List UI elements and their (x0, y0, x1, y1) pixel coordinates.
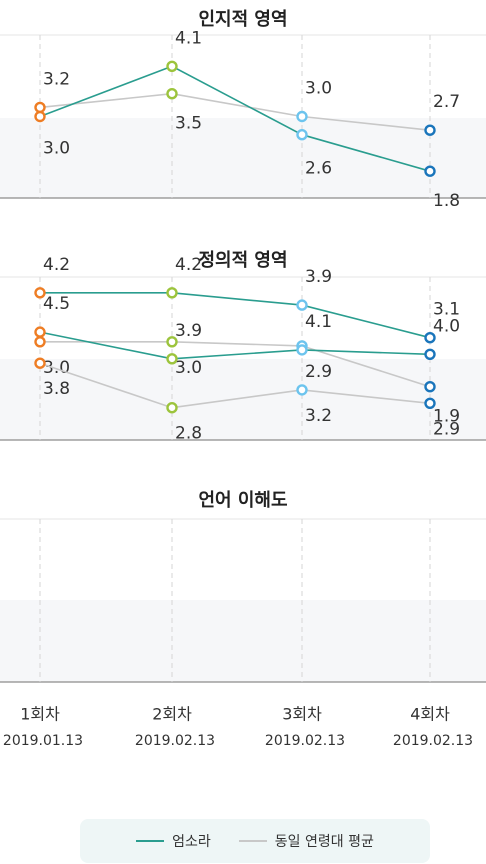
data-point-average (166, 336, 178, 348)
value-label-student: 3.9 (175, 321, 202, 341)
value-label-average: 2.7 (433, 92, 460, 112)
legend-item-average: 동일 연령대 평균 (238, 831, 374, 851)
data-point-student (296, 128, 308, 141)
data-point-student (34, 326, 46, 338)
data-point-average (34, 336, 46, 348)
data-point-average (424, 397, 436, 409)
series-line-average (39, 362, 431, 409)
plot-shade (0, 118, 486, 198)
value-label-student: 1.8 (433, 191, 460, 211)
value-label-student: 3.0 (43, 139, 70, 159)
data-point-average (296, 110, 308, 123)
data-point-student (424, 165, 436, 177)
value-label-average: 3.0 (43, 358, 70, 378)
data-point-student (424, 348, 436, 360)
legend-swatch-average (238, 840, 267, 842)
series-line-student (39, 65, 431, 172)
data-point-student (296, 344, 308, 356)
data-point-average (34, 357, 46, 369)
data-point-student (166, 287, 178, 299)
legend-label-average: 동일 연령대 평균 (274, 834, 374, 850)
series-line-average (40, 340, 431, 388)
x-tick-date: 2019.02.13 (393, 733, 473, 749)
data-point-student (424, 332, 436, 344)
data-point-student (34, 287, 46, 299)
data-point-average (166, 402, 178, 414)
value-label-student: 4.5 (43, 294, 70, 314)
plot-shade (0, 600, 486, 682)
x-tick-label: 3회차 (282, 705, 322, 724)
legend-swatch-student (136, 840, 165, 842)
x-tick-label: 4회차 (410, 705, 450, 724)
legend: 엄소라 동일 연령대 평균 (80, 819, 430, 863)
series-line-student (39, 331, 431, 360)
x-tick-label: 2회차 (152, 705, 192, 724)
value-label-average: 3.0 (175, 358, 202, 378)
data-point-average (424, 381, 436, 393)
panel-title: 인지적 영역 (198, 9, 287, 30)
data-point-student (296, 299, 308, 311)
x-tick-label: 1회차 (20, 705, 60, 724)
value-label-average: 2.8 (175, 424, 202, 444)
value-label-average: 2.9 (433, 419, 460, 439)
x-tick-date: 2019.02.13 (135, 733, 215, 749)
data-point-student (166, 353, 178, 365)
value-label-average: 3.8 (43, 379, 70, 399)
plot-shade (0, 359, 486, 440)
data-point-student (34, 110, 46, 123)
value-label-student: 4.2 (43, 255, 70, 275)
value-label-average: 3.2 (43, 69, 70, 89)
panel-title: 정의적 영역 (198, 250, 287, 271)
legend-item-student: 엄소라 (136, 831, 211, 851)
value-label-student: 4.0 (433, 316, 460, 336)
panel-title: 언어 이해도 (198, 490, 287, 511)
data-point-average (34, 101, 46, 114)
value-label-average: 3.2 (305, 406, 332, 426)
value-label-student: 4.1 (175, 28, 202, 48)
data-point-average (296, 384, 308, 396)
value-label-student: 4.1 (305, 312, 332, 332)
value-label-average: 2.9 (305, 362, 332, 382)
value-label-student: 3.9 (305, 267, 332, 287)
x-tick-date: 2019.01.13 (3, 733, 83, 749)
value-label-student: 3.1 (433, 300, 460, 320)
data-point-average (166, 87, 178, 100)
data-point-student (166, 60, 178, 73)
data-point-average (424, 124, 436, 136)
legend-label-student: 엄소라 (172, 834, 211, 850)
value-label-student: 2.6 (305, 159, 332, 179)
value-label-student: 4.2 (175, 255, 202, 275)
value-label-average: 3.5 (175, 114, 202, 134)
series-line-average (39, 92, 431, 131)
x-tick-date: 2019.02.13 (265, 733, 345, 749)
value-label-average: 3.0 (305, 79, 332, 99)
value-label-average: 1.9 (433, 407, 460, 427)
series-line-student (40, 291, 431, 339)
